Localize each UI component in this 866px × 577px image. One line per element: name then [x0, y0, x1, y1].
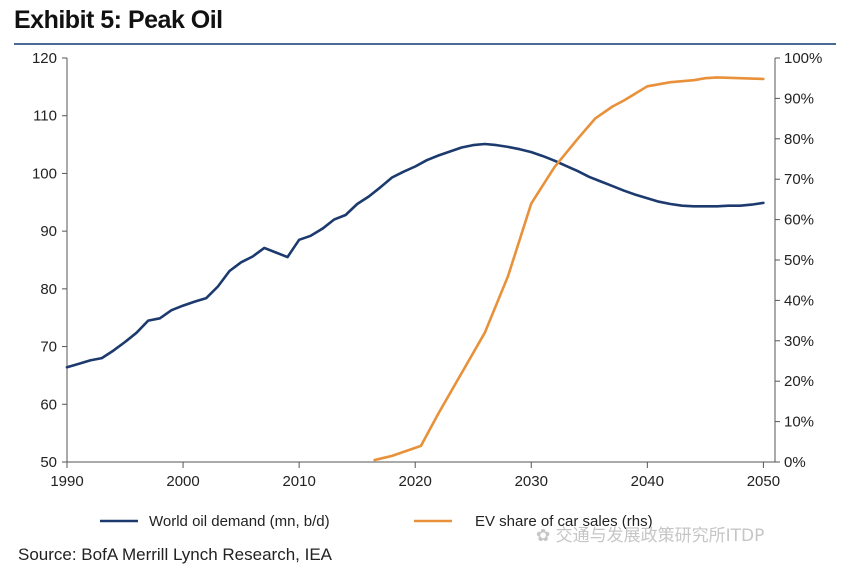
source-note: Source: BofA Merrill Lynch Research, IEA	[18, 545, 333, 564]
left-tick-label: 100	[32, 165, 57, 182]
right-tick-label: 10%	[784, 414, 814, 431]
right-tick-label: 100%	[784, 50, 822, 67]
chart-axes: 50 60 70 80 90 100 110 120 0% 10% 20% 30% 40% 50% 60% 7…	[32, 50, 822, 490]
right-tick-label: 30%	[784, 333, 814, 350]
left-tick-label: 50	[40, 454, 57, 471]
left-tick-label: 80	[40, 281, 57, 298]
right-tick-label: 0%	[784, 454, 806, 471]
left-tick-label: 90	[40, 223, 57, 240]
right-tick-label: 20%	[784, 373, 814, 390]
x-tick-label: 2020	[399, 473, 432, 490]
chart-legend: World oil demand (mn, b/d) EV share of ca…	[100, 513, 653, 530]
right-tick-label: 50%	[784, 252, 814, 269]
right-tick-label: 60%	[784, 212, 814, 229]
right-tick-label: 40%	[784, 292, 814, 309]
watermark: ✿ 交通与发展政策研究所ITDP	[536, 521, 764, 546]
watermark-text: 交通与发展政策研究所ITDP	[555, 526, 765, 546]
title-rule	[14, 43, 836, 45]
left-tick-label: 70	[40, 339, 57, 356]
legend-ev-label: EV share of car sales (rhs)	[475, 513, 653, 530]
x-tick-label: 2050	[747, 473, 780, 490]
right-tick-label: 80%	[784, 131, 814, 148]
chart-series	[65, 76, 765, 462]
x-tick-label: 2010	[282, 473, 315, 490]
left-tick-label: 60	[40, 396, 57, 413]
wechat-icon: ✿	[536, 526, 556, 546]
legend-oil-label: World oil demand (mn, b/d)	[149, 513, 330, 530]
x-tick-label: 2040	[631, 473, 664, 490]
x-tick-label: 2000	[166, 473, 199, 490]
page-title: Exhibit 5: Peak Oil	[14, 6, 223, 34]
right-tick-label: 90%	[784, 90, 814, 107]
left-tick-label: 110	[33, 108, 57, 125]
ev-share-line	[373, 76, 765, 462]
right-tick-label: 70%	[784, 171, 814, 188]
x-tick-label: 1990	[50, 473, 83, 490]
x-tick-label: 2030	[515, 473, 548, 490]
left-tick-label: 120	[32, 50, 57, 67]
oil-demand-line	[65, 142, 765, 369]
